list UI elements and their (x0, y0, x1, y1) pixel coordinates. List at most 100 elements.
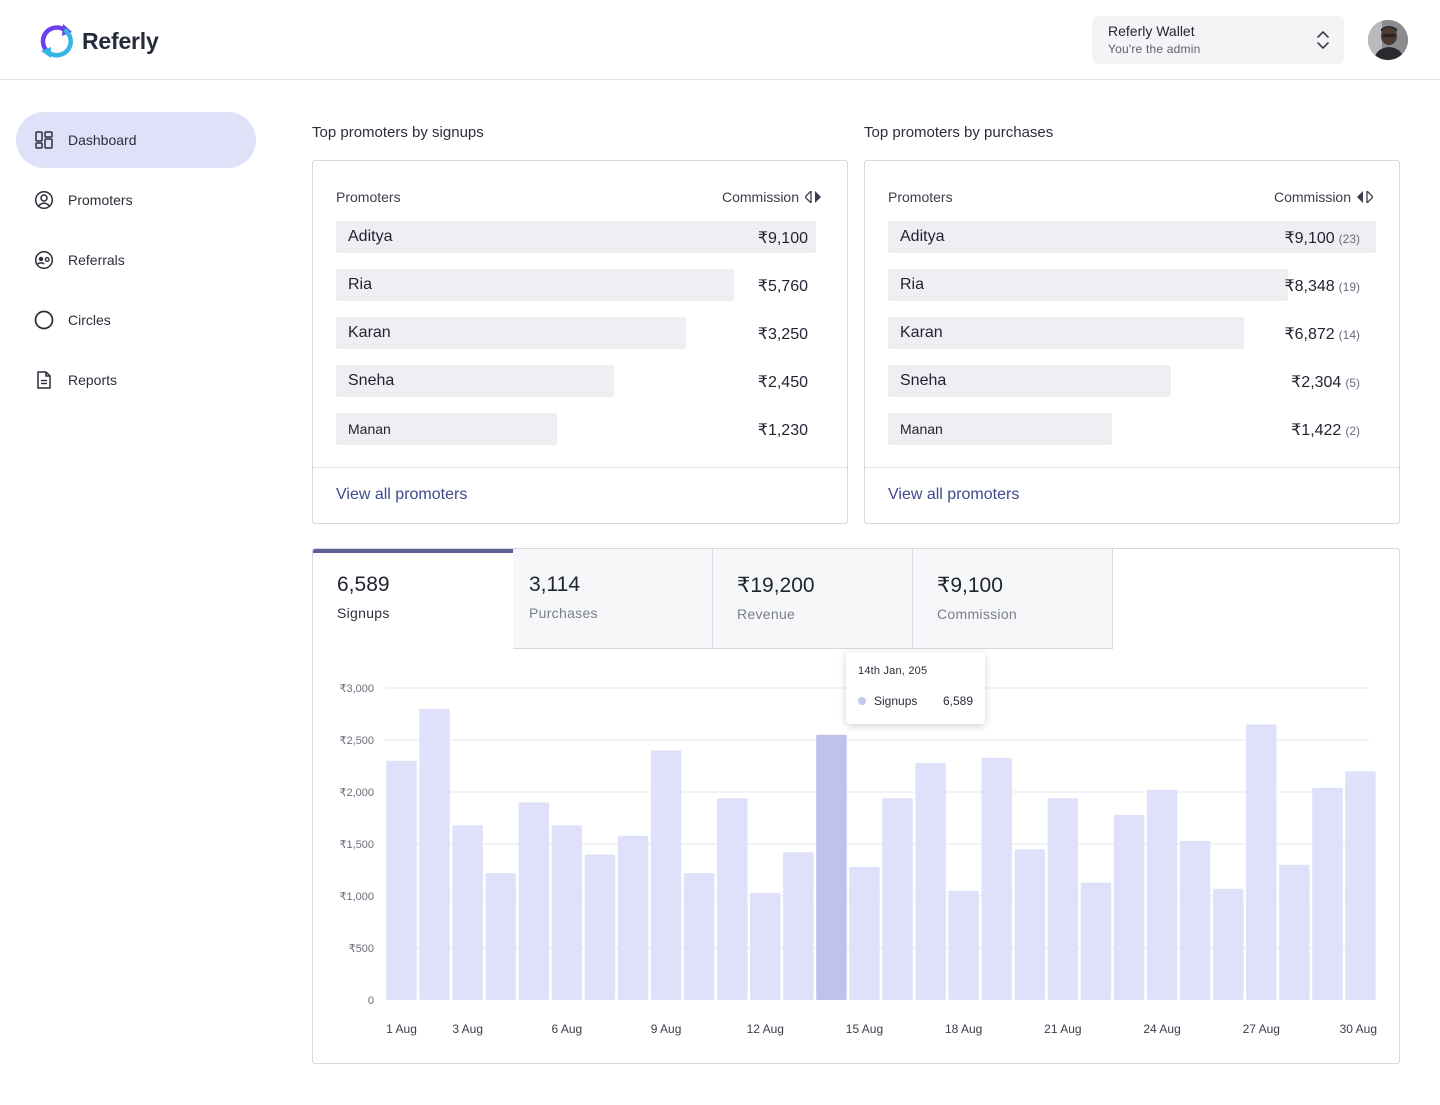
bar-11-aug[interactable] (717, 798, 748, 1000)
promoter-name: Manan (348, 421, 391, 437)
tab-purchases[interactable]: 3,114 Purchases (513, 549, 713, 649)
commission-share-bar (336, 269, 734, 301)
board-footer: View all promoters (865, 467, 1399, 523)
tab-signups[interactable]: 6,589 Signups (313, 549, 513, 649)
promoter-name: Ria (348, 276, 373, 293)
leaderboard-row[interactable]: Ria ₹5,760 (336, 269, 824, 301)
commission-share-bar (888, 221, 1376, 253)
workspace-role: You're the admin (1108, 42, 1201, 56)
sidebar-item-referrals[interactable]: Referrals (16, 232, 256, 288)
user-circle-icon (34, 190, 54, 210)
bar-14-aug[interactable] (816, 734, 847, 1000)
leaderboard-row[interactable]: Aditya ₹9,100 (336, 221, 824, 253)
y-tick-label: ₹3,000 (339, 683, 374, 695)
bar-24-aug[interactable] (1146, 789, 1178, 1000)
sidebar-item-circles[interactable]: Circles (16, 292, 256, 348)
bar-7-aug[interactable] (584, 854, 616, 1000)
sidebar-item-label: Dashboard (68, 132, 137, 148)
sidebar-item-label: Promoters (68, 192, 133, 208)
bar-3-aug[interactable] (452, 825, 483, 1000)
workspace-switcher[interactable]: Referly Wallet You're the admin (1092, 16, 1344, 64)
chevron-up-down-icon (1317, 31, 1329, 49)
x-tick-label: 9 Aug (651, 1022, 682, 1036)
bar-9-aug[interactable] (650, 750, 682, 1000)
sidebar-item-promoters[interactable]: Promoters (16, 172, 256, 228)
signups-board-title: Top promoters by signups (312, 124, 484, 141)
top-header: Referly Referly Wallet You're the admin (0, 0, 1440, 80)
promoter-name: Aditya (348, 228, 393, 245)
leaderboard-row[interactable]: Ria ₹8,348 (19) (888, 269, 1376, 301)
bar-5-aug[interactable] (518, 802, 550, 1000)
signups-rows: Aditya ₹9,100 Ria ₹5,760 Karan ₹3,250 Sneha ₹2,… (336, 221, 824, 461)
x-tick-label: 6 Aug (552, 1022, 583, 1036)
x-tick-label: 30 Aug (1340, 1022, 1377, 1036)
x-tick-label: 27 Aug (1243, 1022, 1280, 1036)
commission-value: ₹2,450 (758, 372, 808, 392)
promoters-column-header: Promoters (336, 189, 401, 205)
bar-20-aug[interactable] (1014, 849, 1046, 1000)
bar-18-aug[interactable] (948, 890, 979, 1000)
commission-share-bar (888, 365, 1171, 397)
commission-share-bar (336, 221, 816, 253)
commission-amount: ₹9,100 (1284, 230, 1335, 247)
bar-6-aug[interactable] (551, 825, 583, 1000)
leaderboard-row[interactable]: Manan ₹1,422 (2) (888, 413, 1376, 445)
tooltip-series: Signups (874, 694, 918, 708)
sidebar-item-reports[interactable]: Reports (16, 352, 256, 408)
tab-revenue[interactable]: ₹19,200 Revenue (713, 549, 913, 649)
stat-label: Signups (337, 605, 390, 621)
x-tick-label: 24 Aug (1143, 1022, 1180, 1036)
stat-value: ₹19,200 (737, 574, 815, 597)
leaderboard-row[interactable]: Manan ₹1,230 (336, 413, 824, 445)
leaderboard-row[interactable]: Karan ₹6,872 (14) (888, 317, 1376, 349)
bar-16-aug[interactable] (882, 798, 913, 1000)
commission-share-bar (336, 317, 686, 349)
bar-22-aug[interactable] (1080, 882, 1112, 1001)
bar-12-aug[interactable] (750, 892, 781, 1000)
bar-30-aug[interactable] (1345, 771, 1376, 1000)
bar-23-aug[interactable] (1113, 814, 1145, 1000)
referral-icon (34, 250, 54, 270)
bar-1-aug[interactable] (386, 760, 417, 1000)
bar-26-aug[interactable] (1213, 888, 1244, 1000)
purchase-count: (23) (1338, 232, 1360, 246)
metrics-chart-panel: 0 ₹500 ₹1,000 ₹1,500 ₹2,000 ₹2,500 ₹3,000 1 Aug… (312, 548, 1400, 1064)
tab-commission[interactable]: ₹9,100 Commission (913, 549, 1113, 649)
commission-sort-toggle[interactable]: Commission (722, 189, 821, 205)
bar-27-aug[interactable] (1246, 724, 1277, 1000)
commission-amount: ₹6,872 (1284, 326, 1335, 343)
promoter-name: Sneha (348, 372, 395, 389)
commission-value: ₹8,348 (19) (1284, 276, 1360, 296)
bar-21-aug[interactable] (1047, 798, 1079, 1000)
commission-amount: ₹2,304 (1291, 374, 1342, 391)
bar-29-aug[interactable] (1312, 787, 1343, 1000)
bar-15-aug[interactable] (849, 866, 880, 1000)
bar-28-aug[interactable] (1279, 864, 1310, 1000)
brand-logo[interactable]: Referly (36, 22, 159, 60)
bar-10-aug[interactable] (683, 873, 715, 1000)
y-tick-label: ₹2,000 (339, 787, 374, 799)
leaderboard-row[interactable]: Sneha ₹2,304 (5) (888, 365, 1376, 397)
view-all-promoters-link[interactable]: View all promoters (336, 486, 468, 503)
leaderboard-row[interactable]: Sneha ₹2,450 (336, 365, 824, 397)
bar-19-aug[interactable] (981, 757, 1013, 1000)
bar-4-aug[interactable] (485, 873, 517, 1000)
sidebar-item-dashboard[interactable]: Dashboard (16, 112, 256, 168)
bar-13-aug[interactable] (783, 852, 814, 1000)
metric-tabs: 6,589 Signups 3,114 Purchases ₹19,200 Re… (313, 549, 1113, 649)
view-all-promoters-link[interactable]: View all promoters (888, 486, 1020, 503)
bar-8-aug[interactable] (617, 835, 649, 1000)
commission-sort-toggle[interactable]: Commission (1274, 189, 1373, 205)
user-avatar[interactable] (1368, 20, 1408, 60)
y-tick-label: 0 (368, 995, 374, 1007)
bar-17-aug[interactable] (915, 762, 946, 1000)
purchase-count: (19) (1338, 280, 1360, 294)
series-dot-icon (858, 697, 866, 705)
leaderboard-row[interactable]: Aditya ₹9,100 (23) (888, 221, 1376, 253)
leaderboard-row[interactable]: Karan ₹3,250 (336, 317, 824, 349)
commission-value: ₹9,100 (23) (1284, 228, 1360, 248)
promoters-column-header: Promoters (888, 189, 953, 205)
bar-25-aug[interactable] (1179, 840, 1211, 1000)
bar-2-aug[interactable] (419, 708, 450, 1000)
stat-label: Purchases (529, 605, 598, 621)
